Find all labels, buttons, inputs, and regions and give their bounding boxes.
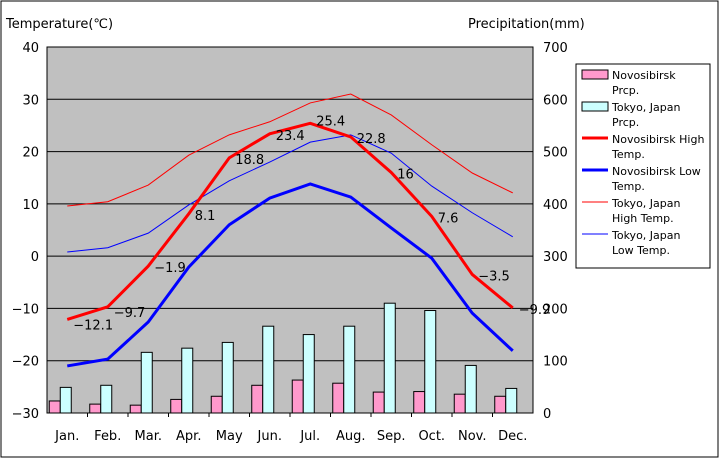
bar-novosibirsk-prcp bbox=[210, 395, 223, 414]
bar-tokyo-prcp bbox=[505, 387, 518, 414]
data-label: −1.9 bbox=[154, 261, 186, 276]
bar-novosibirsk-prcp bbox=[453, 393, 466, 414]
left-tick-label: −20 bbox=[12, 355, 39, 370]
series-line-tokyo-japan-high-temp- bbox=[67, 93, 513, 207]
legend-label: Prcp. bbox=[612, 84, 639, 97]
x-tick-label: Sep. bbox=[377, 429, 406, 444]
x-tick-label: Jan. bbox=[54, 429, 79, 444]
bar-novosibirsk-prcp bbox=[251, 384, 264, 414]
data-label: 16 bbox=[397, 167, 414, 182]
series-line-novosibirsk-high-temp- bbox=[66, 121, 514, 321]
legend-label: Low Temp. bbox=[612, 244, 670, 257]
left-tick-label: −10 bbox=[12, 302, 39, 317]
bar-novosibirsk-prcp bbox=[372, 391, 385, 414]
legend-label: Tokyo, Japan bbox=[611, 197, 680, 210]
plot-border bbox=[46, 46, 534, 414]
left-tick-label: 20 bbox=[22, 146, 39, 161]
bar-novosibirsk-prcp bbox=[129, 404, 142, 414]
data-label: 25.4 bbox=[316, 114, 345, 129]
legend-swatch bbox=[581, 101, 609, 112]
data-label: −3.5 bbox=[478, 269, 510, 284]
bar-tokyo-prcp bbox=[343, 325, 356, 414]
data-label: −9.9 bbox=[519, 303, 551, 318]
left-tick-label: 30 bbox=[22, 93, 39, 108]
data-label: 22.8 bbox=[357, 132, 386, 147]
bar-novosibirsk-prcp bbox=[291, 379, 304, 414]
bar-novosibirsk-prcp bbox=[494, 395, 507, 414]
bar-novosibirsk-prcp bbox=[170, 398, 183, 414]
x-tick-label: Jun. bbox=[257, 429, 282, 444]
x-tick-label: Aug. bbox=[336, 429, 366, 444]
right-tick-label: 200 bbox=[543, 302, 568, 317]
legend-label: Novosibirsk Low bbox=[612, 165, 701, 178]
bar-tokyo-prcp bbox=[383, 302, 396, 414]
legend-label: Novosibirsk High bbox=[612, 133, 704, 146]
right-tick-label: 600 bbox=[543, 93, 568, 108]
bar-novosibirsk-prcp bbox=[48, 400, 61, 414]
legend-label: Prcp. bbox=[612, 116, 639, 129]
bar-novosibirsk-prcp bbox=[413, 391, 426, 414]
left-tick-label: 0 bbox=[31, 250, 39, 265]
right-tick-label: 500 bbox=[543, 146, 568, 161]
bar-tokyo-prcp bbox=[140, 351, 153, 414]
plot-area bbox=[47, 47, 533, 413]
data-label: 8.1 bbox=[195, 209, 216, 224]
right-tick-label: 300 bbox=[543, 250, 568, 265]
legend-label: Tokyo, Japan bbox=[611, 101, 680, 114]
right-tick-label: 100 bbox=[543, 355, 568, 370]
x-tick-label: Feb. bbox=[94, 429, 121, 444]
bar-tokyo-prcp bbox=[59, 386, 72, 414]
left-tick-label: 10 bbox=[22, 198, 39, 213]
legend-label: Novosibirsk bbox=[612, 69, 676, 82]
series-line-tokyo-japan-low-temp- bbox=[67, 134, 514, 253]
x-tick-label: May bbox=[216, 429, 243, 444]
data-label: −9.7 bbox=[114, 306, 146, 321]
data-label: 18.8 bbox=[235, 153, 264, 168]
x-tick-label: Oct. bbox=[418, 429, 445, 444]
data-label: −12.1 bbox=[73, 318, 113, 333]
bar-tokyo-prcp bbox=[100, 384, 113, 414]
right-tick-label: 400 bbox=[543, 198, 568, 213]
bar-novosibirsk-prcp bbox=[89, 403, 102, 414]
right-tick-label: 700 bbox=[543, 41, 568, 56]
x-tick-label: Nov. bbox=[458, 429, 487, 444]
legend-label: Temp. bbox=[611, 148, 645, 161]
data-label: 7.6 bbox=[438, 211, 459, 226]
x-tick-label: Apr. bbox=[176, 429, 201, 444]
bar-tokyo-prcp bbox=[181, 347, 194, 414]
data-label: 23.4 bbox=[276, 129, 305, 144]
legend-label: Tokyo, Japan bbox=[611, 229, 680, 242]
left-tick-label: −30 bbox=[12, 407, 39, 422]
right-axis-title: Precipitation(mm) bbox=[468, 17, 585, 32]
left-axis-title: Temperature(℃) bbox=[5, 17, 113, 32]
series-line-novosibirsk-low-temp- bbox=[67, 182, 514, 368]
legend-label: Temp. bbox=[611, 180, 645, 193]
x-tick-label: Dec. bbox=[498, 429, 527, 444]
bar-tokyo-prcp bbox=[302, 334, 315, 414]
bar-novosibirsk-prcp bbox=[332, 382, 345, 414]
legend-swatch bbox=[581, 69, 609, 80]
x-tick-label: Jul. bbox=[299, 429, 320, 444]
bar-tokyo-prcp bbox=[464, 364, 477, 414]
left-tick-label: 40 bbox=[22, 41, 39, 56]
bar-tokyo-prcp bbox=[262, 325, 275, 414]
legend-label: High Temp. bbox=[612, 212, 674, 225]
bar-tokyo-prcp bbox=[424, 310, 437, 414]
bar-tokyo-prcp bbox=[221, 341, 234, 414]
right-tick-label: 0 bbox=[543, 407, 551, 422]
x-tick-label: Mar. bbox=[135, 429, 162, 444]
